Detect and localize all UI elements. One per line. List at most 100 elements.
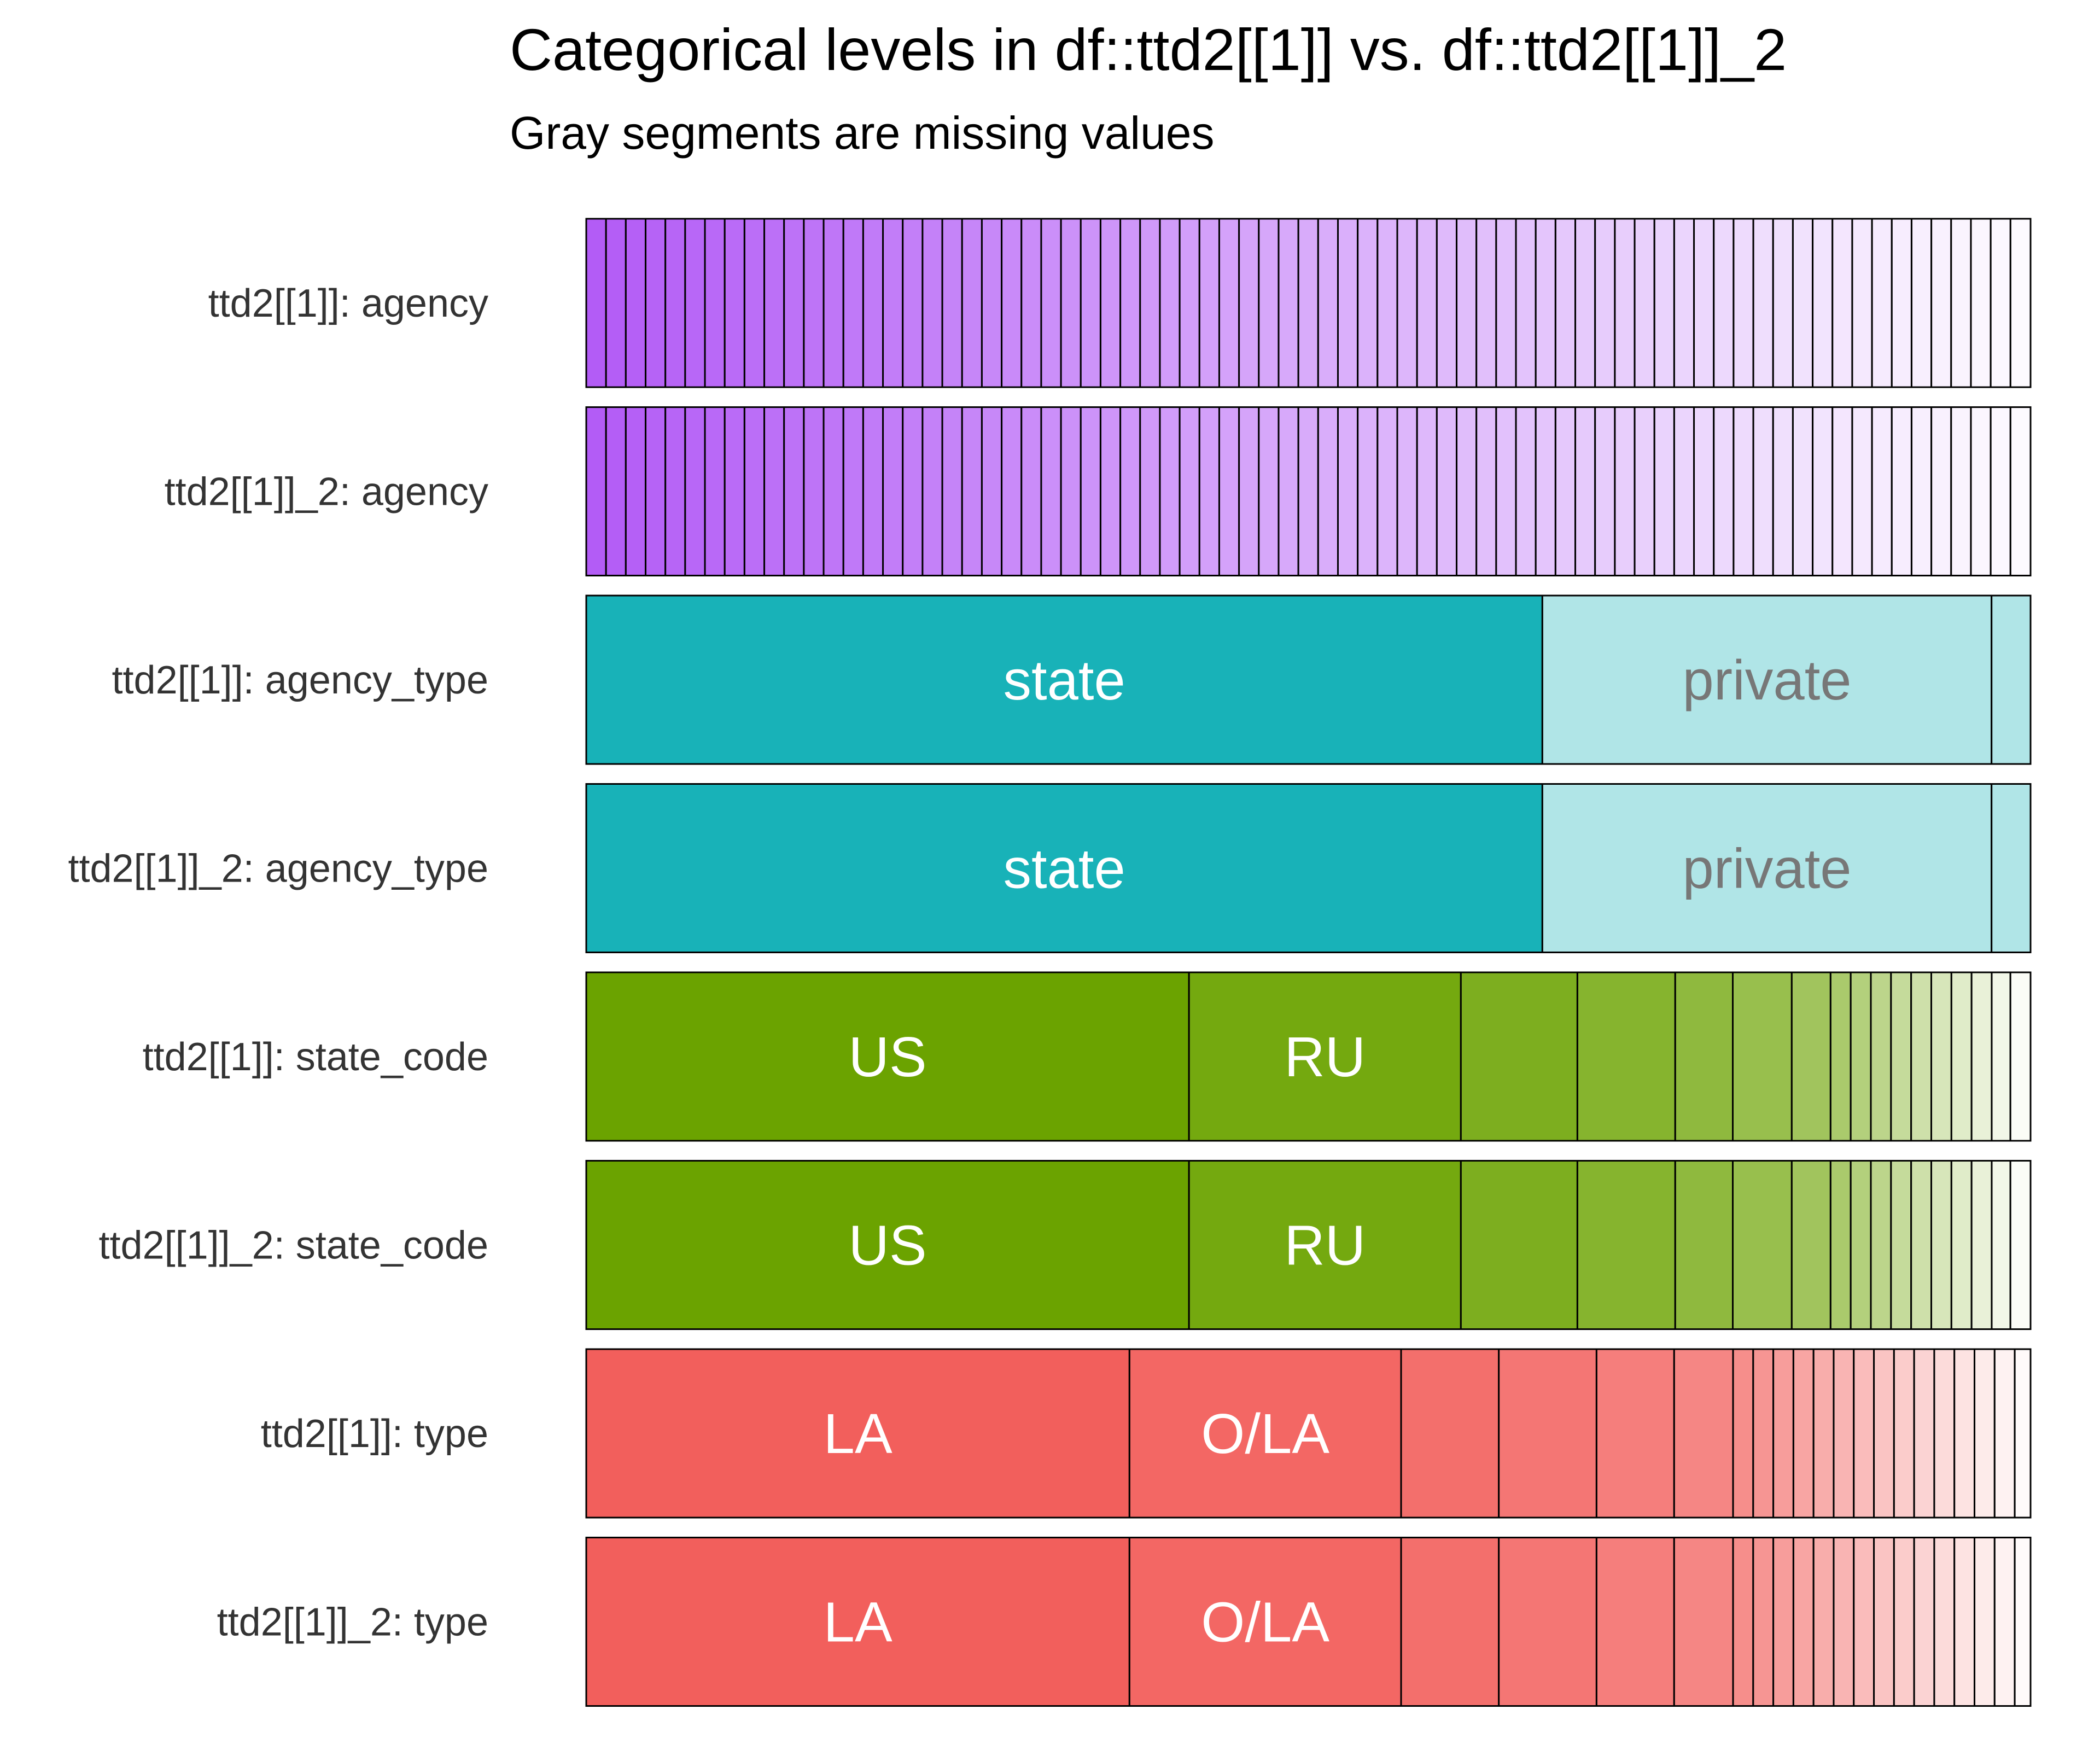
bar-segment	[2009, 971, 2032, 1142]
segment-label: RU	[1284, 1214, 1366, 1277]
bar-segment	[645, 406, 667, 576]
bar-segment	[1060, 218, 1082, 388]
segment-label: O/LA	[1201, 1591, 1329, 1654]
bar-segment	[1376, 406, 1398, 576]
bar-segment	[1812, 1348, 1835, 1519]
row-label: ttd2[[1]]_2: agency_type	[68, 847, 488, 891]
bar-segment	[1913, 1537, 1935, 1707]
bar-segment	[803, 218, 825, 388]
segment-labels: state private state private US RU US RU LA O/LA LA…	[824, 649, 1852, 1654]
bar-segment	[1772, 218, 1794, 388]
bar-segment	[1772, 1537, 1794, 1707]
bar-segment	[1950, 1160, 1973, 1330]
bar-segment	[1595, 1537, 1675, 1707]
bar-segment	[1099, 406, 1122, 576]
bar-segment	[921, 218, 943, 388]
bar-segment	[822, 406, 844, 576]
bar-segment	[1574, 218, 1596, 388]
bar-segment	[1159, 218, 1181, 388]
bar-segment	[2009, 218, 2032, 388]
bar-segment	[1179, 406, 1200, 576]
bar-segment	[783, 406, 805, 576]
bar-segment	[902, 406, 924, 576]
bar-segment	[1933, 1537, 1956, 1707]
bar-segment	[1020, 406, 1042, 576]
bar-segment	[1792, 218, 1814, 388]
row-label: ttd2[[1]]: type	[261, 1412, 488, 1456]
bar-segment	[585, 1348, 1130, 1519]
bar-segment	[1515, 218, 1537, 388]
bar-segment	[1576, 971, 1676, 1142]
bar-segment	[743, 218, 766, 388]
segment-label: O/LA	[1201, 1402, 1329, 1465]
bar-segment	[1990, 406, 2011, 576]
bar-segment	[1893, 1537, 1915, 1707]
bar-segment	[1258, 406, 1280, 576]
bar-segment	[664, 406, 686, 576]
bar-segment	[585, 594, 1543, 765]
bar-segment	[842, 218, 864, 388]
bar-segment	[1831, 406, 1853, 576]
bar-segment	[1950, 971, 1973, 1142]
bar-segment	[1020, 218, 1042, 388]
bar-segment	[941, 406, 963, 576]
bar-segment	[1792, 1348, 1815, 1519]
bar-segment	[1574, 406, 1596, 576]
bar-segment	[1541, 783, 1993, 953]
bar-segment	[862, 406, 884, 576]
bar-segment	[1317, 218, 1339, 388]
row-label: ttd2[[1]]_2: state_code	[98, 1224, 488, 1268]
bar-segment	[2009, 1160, 2032, 1330]
bar-segment	[1893, 1348, 1915, 1519]
segment-label: private	[1682, 649, 1851, 711]
bar-segment	[1080, 218, 1101, 388]
bar-segment	[1554, 218, 1577, 388]
bar-segment	[803, 406, 825, 576]
bar-segment	[902, 218, 924, 388]
bar-segment	[1850, 1160, 1872, 1330]
bar-segment	[1731, 971, 1793, 1142]
bar-segment	[1179, 218, 1200, 388]
bar-segment	[961, 406, 983, 576]
bar-segment	[1990, 218, 2011, 388]
segment-label: US	[849, 1025, 927, 1088]
bar-segment	[1001, 218, 1023, 388]
bar-segment	[1933, 1348, 1956, 1519]
bar-segment	[941, 218, 963, 388]
bar-segment	[1991, 971, 2011, 1142]
bar-segment	[1595, 1348, 1675, 1519]
bar-segment	[1910, 971, 1932, 1142]
bar-segment	[1673, 1348, 1734, 1519]
bar-segment	[1873, 1537, 1895, 1707]
bar-segment	[1991, 1160, 2011, 1330]
bar-segment	[1853, 1537, 1875, 1707]
bar-segment	[724, 406, 745, 576]
row-label: ttd2[[1]]_2: agency	[165, 470, 488, 514]
bar-segment	[1970, 1160, 1993, 1330]
bar-segment	[1673, 406, 1695, 576]
bar-segment	[1188, 1160, 1462, 1330]
bar-segment	[1890, 1160, 1912, 1330]
bar-segment	[1198, 406, 1220, 576]
bar-segment	[1970, 406, 1992, 576]
bar-segment	[1218, 406, 1240, 576]
bar-segment	[1460, 971, 1578, 1142]
bar-segment	[842, 406, 864, 576]
bar-segment	[1498, 1537, 1597, 1707]
bar-segment	[1970, 218, 1992, 388]
bar-segment	[1456, 218, 1478, 388]
bar-segment	[1851, 218, 1873, 388]
bar-segment	[1498, 1348, 1597, 1519]
bar-segment	[1475, 406, 1497, 576]
bar-segment	[743, 406, 766, 576]
bar-segment	[1614, 406, 1636, 576]
bar-segment	[1752, 1537, 1775, 1707]
bar-segment	[1198, 218, 1220, 388]
bar-segment	[1974, 1537, 1996, 1707]
bar-segment	[1752, 218, 1774, 388]
bar-segment	[2014, 1537, 2032, 1707]
bar-segment	[1416, 406, 1438, 576]
bar-segment	[1790, 971, 1831, 1142]
bar-segment	[1772, 1348, 1794, 1519]
